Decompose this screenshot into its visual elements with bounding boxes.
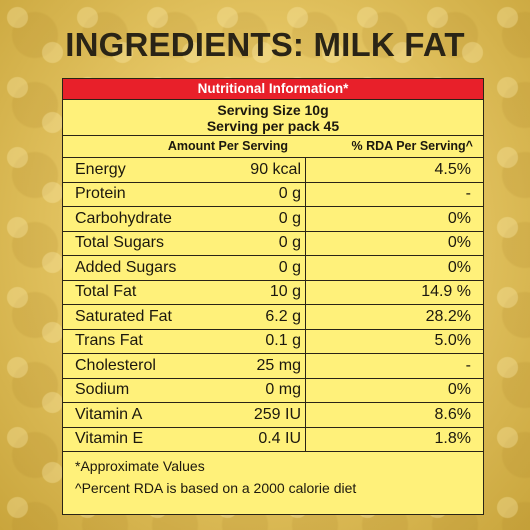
- ingredients-heading: INGREDIENTS: MILK FAT: [65, 26, 465, 63]
- nutrient-rda: 1.8%: [305, 427, 483, 452]
- nutrient-amount: 0 g: [225, 231, 306, 256]
- nutrient-rda: 28.2%: [305, 304, 483, 330]
- nutrient-name: Trans Fat: [63, 329, 225, 354]
- table-row: Protein 0 g-: [63, 182, 483, 207]
- nutrient-rda: 5.0%: [305, 329, 483, 354]
- nutrient-amount: 0 g: [225, 255, 306, 281]
- nutrient-rda: 0%: [305, 231, 483, 256]
- table-row: Cholesterol 25 mg -: [63, 353, 483, 379]
- footnote-approximate: *Approximate Values: [75, 458, 205, 474]
- table-row: Vitamin A 259 IU 8.6%: [63, 402, 483, 428]
- nutrient-name: Added Sugars: [63, 255, 225, 281]
- nutrient-name: Carbohydrate: [63, 206, 225, 232]
- nutrient-amount: 0.4 IU: [225, 427, 306, 452]
- nutrient-amount: 25 mg: [225, 353, 306, 379]
- nutrient-name: Cholesterol: [63, 353, 225, 379]
- nutrient-name: Total Fat: [63, 280, 225, 305]
- nutrient-name: Vitamin A: [63, 402, 225, 428]
- nutrient-amount: 0 g: [225, 206, 306, 232]
- table-row: Vitamin E 0.4 IU 1.8%: [63, 427, 483, 452]
- column-header-amount: Amount Per Serving: [167, 139, 288, 153]
- nutrient-name: Sodium: [63, 378, 225, 403]
- nutrient-rda: -: [305, 182, 483, 207]
- table-row: Saturated Fat 6.2 g 28.2%: [63, 304, 483, 330]
- nutrient-rda: 0%: [305, 206, 483, 232]
- nutrient-name: Saturated Fat: [63, 304, 225, 330]
- nutrient-rda: 14.9 %: [305, 280, 483, 305]
- nutrient-rda: 8.6%: [305, 402, 483, 428]
- table-row: Total Fat 10 g 14.9 %: [63, 280, 483, 305]
- nutrient-amount: 259 IU: [225, 402, 306, 428]
- table-row: Trans Fat 0.1 g 5.0%: [63, 329, 483, 354]
- table-row: Added Sugars 0 g 0%: [63, 255, 483, 281]
- nutrient-rda: -: [305, 353, 483, 379]
- nutrient-amount: 0.1 g: [225, 329, 306, 354]
- table-row: Energy 90 kcal 4.5%: [63, 158, 483, 183]
- nutrient-rda: 0%: [305, 255, 483, 281]
- column-header-row: Amount Per Serving % RDA Per Serving^: [63, 136, 483, 158]
- nutrient-name: Energy: [63, 158, 225, 183]
- nutrition-table: Energy 90 kcal 4.5% Protein 0 g - Carbohydrate…: [63, 158, 483, 452]
- nutrition-title: Nutritional Information*: [63, 79, 483, 100]
- nutrient-amount: 0 mg: [225, 378, 306, 403]
- table-row: Carbohydrate 0 g 0%: [63, 206, 483, 232]
- nutrient-name: Total Sugars: [63, 231, 225, 256]
- nutrient-amount: 90 kcal: [225, 158, 306, 183]
- nutrient-amount: 10 g: [225, 280, 306, 305]
- footnotes: *Approximate Values ^Percent RDA is base…: [63, 452, 483, 499]
- nutrient-name: Vitamin E: [63, 427, 225, 452]
- nutrient-name: Protein: [63, 182, 225, 207]
- servings-per-pack: Serving per pack 45: [206, 118, 340, 134]
- nutrient-amount: 0 g: [225, 182, 306, 207]
- nutrition-panel: Nutritional Information* Serving Size 10…: [62, 78, 484, 515]
- nutrient-rda: 0%: [305, 378, 483, 403]
- nutrient-rda: 4.5%: [305, 158, 483, 183]
- footnote-rda-basis: ^Percent RDA is based on a 2000 calorie …: [75, 480, 357, 496]
- serving-size: Serving Size 10g: [217, 102, 329, 118]
- table-row: Sodium 0 mg 0%: [63, 378, 483, 403]
- table-row: Total Sugars 0 g 0%: [63, 231, 483, 256]
- serving-info: Serving Size 10g Serving per pack 45: [63, 100, 483, 136]
- nutrient-amount: 6.2 g: [225, 304, 306, 330]
- column-header-rda: % RDA Per Serving^: [351, 139, 473, 153]
